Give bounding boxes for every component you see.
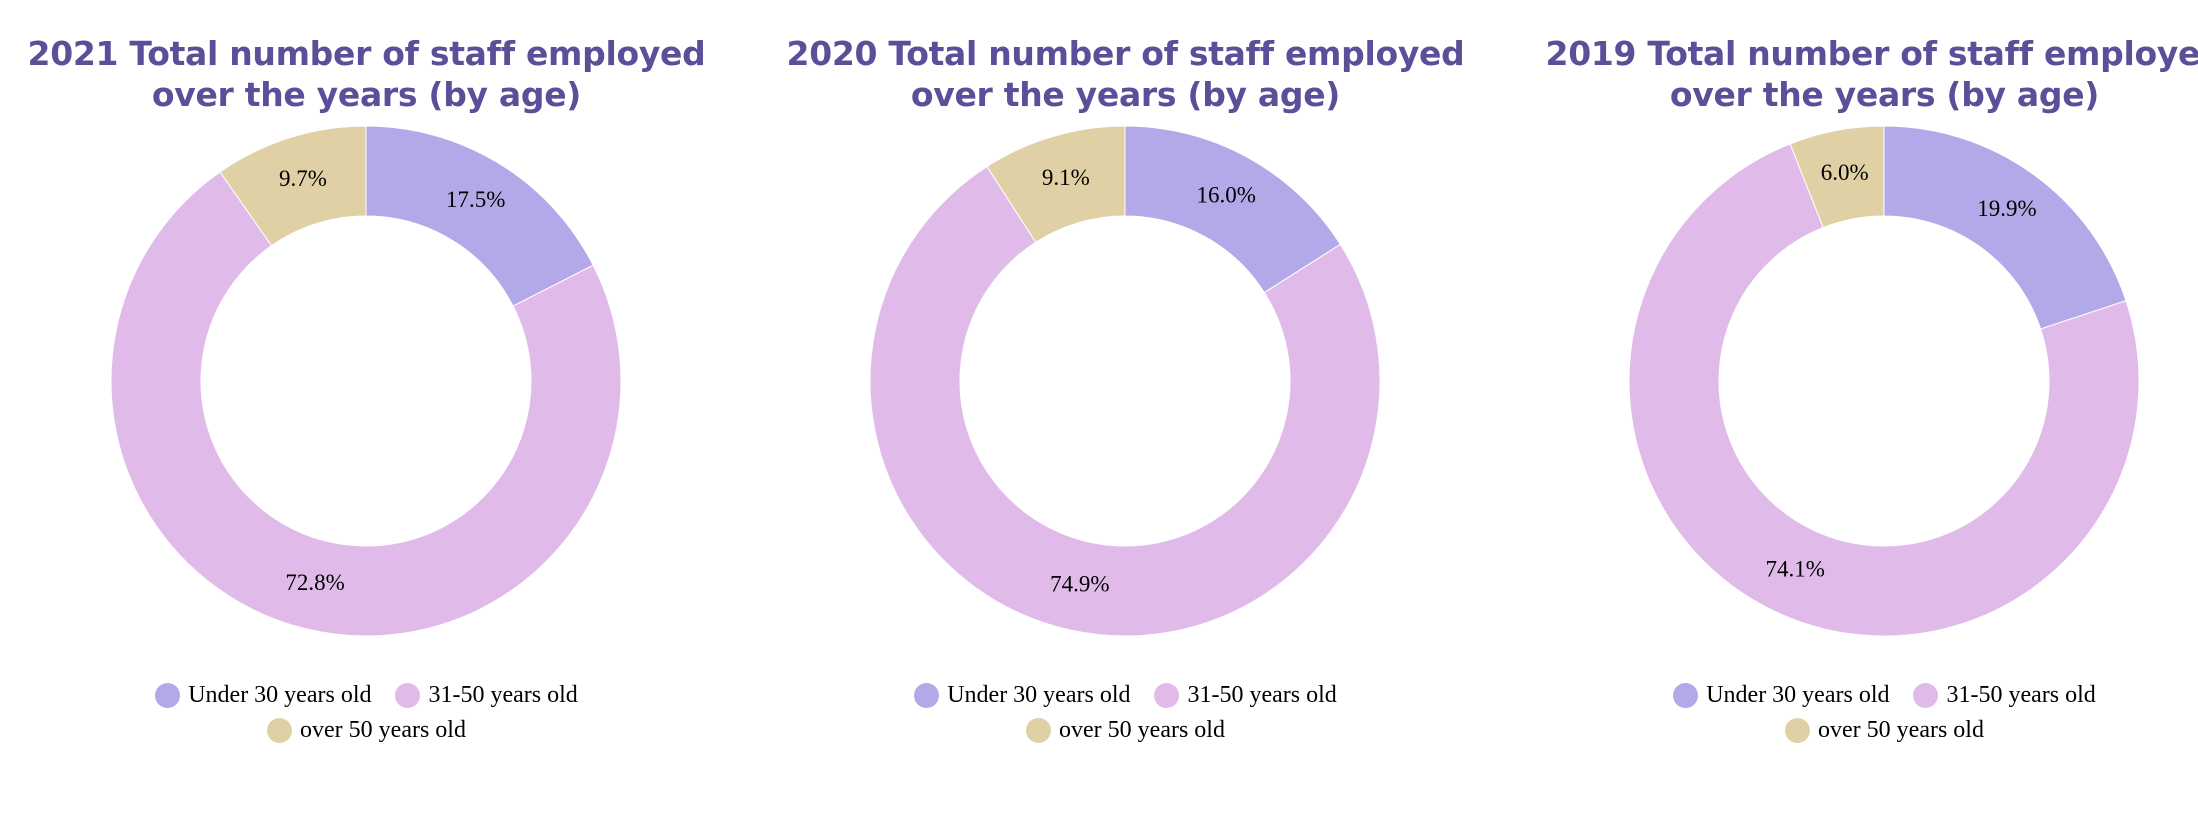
slice-over-50[interactable] [1789,125,1885,229]
chart-title: 2020 Total number of staff employed over… [759,33,1492,115]
legend-label-31-50: 31-50 years old [1187,682,1337,708]
legend-item-under-30[interactable]: Under 30 years old [914,682,1130,709]
legend: Under 30 years old 31-50 years old over … [759,682,1492,744]
slice-under-30-label: 19.9% [1977,196,2036,221]
chart-title-line1: 2019 Total number of staff employed [1545,34,2198,73]
chart-panel-2019: 2019 Total number of staff employed over… [1518,0,2198,814]
legend-label-under-30: Under 30 years old [188,682,372,708]
legend-label-31-50: 31-50 years old [428,682,578,708]
legend-label-under-30: Under 30 years old [1706,682,1890,708]
chart-title-line2: over the years (by age) [1669,75,2100,114]
legend-item-31-50[interactable]: 31-50 years old [1154,682,1337,709]
donut-chart-2021: 17.5% 72.8% 9.7% [110,125,622,637]
legend-label-31-50: 31-50 years old [1946,682,2096,708]
legend-swatch-over-50 [267,718,293,743]
legend-swatch-under-30 [1673,683,1699,708]
slice-under-30-label: 17.5% [446,187,505,212]
chart-title: 2021 Total number of staff employed over… [0,33,733,115]
legend-label-over-50: over 50 years old [1818,717,1984,743]
chart-title: 2019 Total number of staff employed over… [1518,33,2198,115]
legend-label-over-50: over 50 years old [300,717,466,743]
chart-panel-2021: 2021 Total number of staff employed over… [0,0,733,814]
slice-under-30[interactable] [365,125,594,307]
legend-item-over-50[interactable]: over 50 years old [1785,717,1984,744]
slice-31-50-label: 74.9% [1050,571,1109,596]
slice-under-30[interactable] [1883,125,2127,330]
legend-swatch-over-50 [1785,718,1811,743]
legend: Under 30 years old 31-50 years old over … [1518,682,2198,744]
legend-item-under-30[interactable]: Under 30 years old [1673,682,1889,709]
slice-over-50-label: 9.1% [1042,165,1090,190]
chart-title-line1: 2021 Total number of staff employed [27,34,706,73]
slice-31-50[interactable] [1628,143,2140,637]
legend-swatch-under-30 [914,683,940,708]
legend-swatch-31-50 [395,683,421,708]
chart-title-line2: over the years (by age) [151,75,582,114]
slice-over-50[interactable] [986,125,1126,243]
chart-panel-2020: 2020 Total number of staff employed over… [759,0,1492,814]
legend-item-over-50[interactable]: over 50 years old [267,717,466,744]
legend-label-over-50: over 50 years old [1059,717,1225,743]
legend-item-over-50[interactable]: over 50 years old [1026,717,1225,744]
slice-over-50-label: 6.0% [1821,160,1869,185]
chart-title-line2: over the years (by age) [910,75,1341,114]
donut-chart-2019: 19.9% 74.1% 6.0% [1628,125,2140,637]
slice-over-50[interactable] [219,125,367,247]
legend: Under 30 years old 31-50 years old over … [0,682,733,744]
slice-31-50-label: 74.1% [1765,557,1824,582]
slice-31-50-label: 72.8% [285,570,344,595]
legend-swatch-over-50 [1026,718,1052,743]
legend-label-under-30: Under 30 years old [947,682,1131,708]
legend-swatch-under-30 [155,683,181,708]
legend-item-31-50[interactable]: 31-50 years old [1913,682,2096,709]
slice-31-50[interactable] [869,165,1381,637]
chart-title-line1: 2020 Total number of staff employed [786,34,1465,73]
legend-swatch-31-50 [1154,683,1180,708]
slice-under-30-label: 16.0% [1196,182,1255,207]
slice-31-50[interactable] [110,171,622,637]
legend-swatch-31-50 [1913,683,1939,708]
donut-chart-2020: 16.0% 74.9% 9.1% [869,125,1381,637]
legend-item-31-50[interactable]: 31-50 years old [395,682,578,709]
legend-item-under-30[interactable]: Under 30 years old [155,682,371,709]
slice-over-50-label: 9.7% [279,166,327,191]
